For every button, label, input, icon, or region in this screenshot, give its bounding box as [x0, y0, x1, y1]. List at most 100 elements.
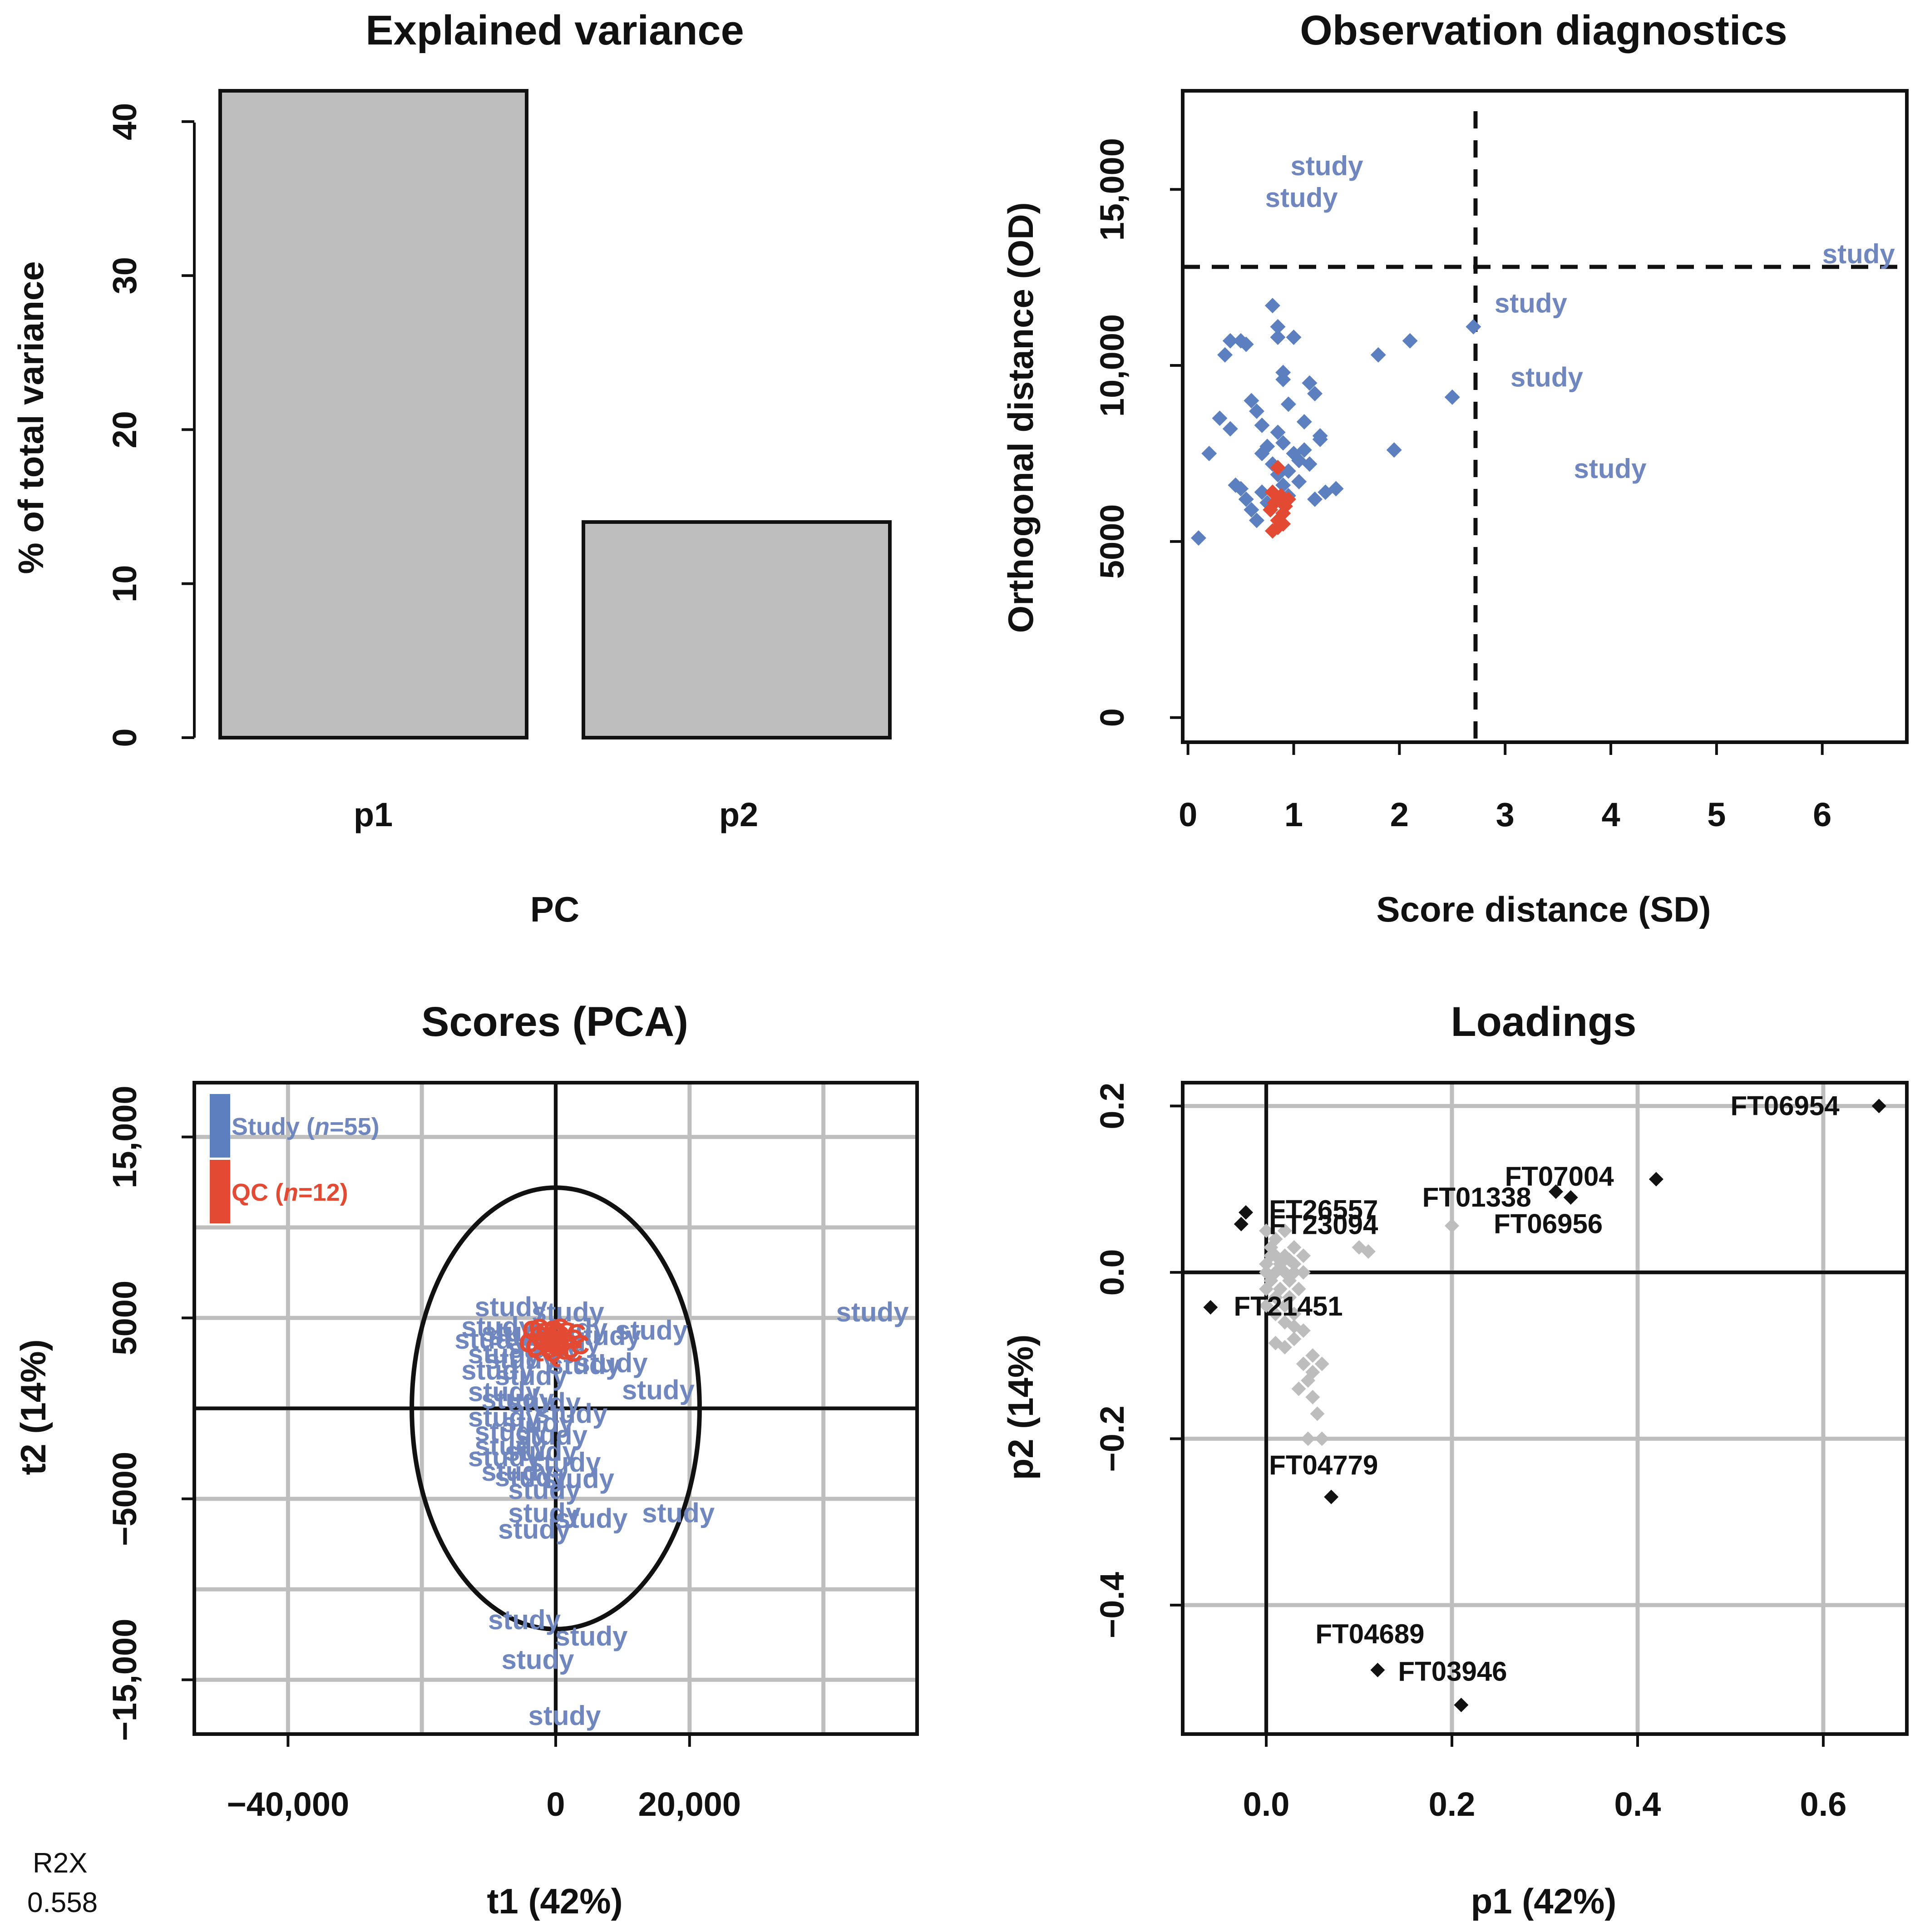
explained-bars [218, 89, 892, 739]
loadings-grey-point [1305, 1348, 1320, 1363]
panel-observation-diagnostics: Observation diagnostics 0 1 2 3 4 5 6 0 5000 10,0… [1001, 7, 1909, 929]
scores-study-label: study [508, 1333, 581, 1364]
diagnostics-xtick-label: 3 [1496, 796, 1515, 833]
scores-study-label: study [505, 1436, 578, 1467]
diagnostics-study-point [1370, 347, 1386, 363]
scores-ytick-label: −5000 [106, 1452, 143, 1546]
legend-qc-label: QC (n=12) [232, 1179, 348, 1206]
loadings-point-label: FT03946 [1398, 1656, 1507, 1687]
explained-ytick-label: 30 [106, 257, 143, 294]
loadings-point-label: FT06954 [1730, 1090, 1840, 1121]
scores-ytick-label: −15,000 [106, 1619, 143, 1741]
diagnostics-qc-point [1275, 516, 1291, 532]
explained-y-label: % of total variance [11, 261, 51, 574]
loadings-grey-point [1314, 1356, 1329, 1371]
scores-qc-label: QC [532, 1326, 573, 1356]
scores-study-label: study [548, 1350, 622, 1380]
panel-explained-variance: Explained variance 0 10 20 30 40 p1 p2 PC % … [11, 7, 892, 929]
diagnostics-qc-point [1270, 459, 1286, 475]
loadings-plot: 0.0 0.2 0.4 0.6 −0.4 −0.2 0.0 0.2 FT06954 FT07004… [1093, 1083, 1907, 1823]
loadings-grey-point [1268, 1306, 1283, 1321]
loadings-point-label: FT23094 [1269, 1209, 1378, 1240]
loadings-grey-point [1287, 1306, 1302, 1321]
panel-loadings: Loadings 0.0 0.2 0.4 0.6 −0.4 −0.2 0.0 0.2 FT069… [1001, 999, 1909, 1921]
diagnostics-study-point [1238, 336, 1254, 352]
diagnostics-xtick-label: 6 [1813, 796, 1831, 833]
loadings-grey-point [1259, 1265, 1274, 1280]
diagnostics-study-point [1217, 347, 1233, 363]
diagnostics-study-point [1212, 410, 1228, 426]
scores-study-label: study [481, 1317, 554, 1347]
legend-study-label: Study (n=55) [232, 1113, 380, 1140]
panel-scores-pca: Scores (PCA) −40,000 0 20,000 −15,000 −5000 5… [13, 999, 919, 1921]
explained-xtick-p1: p1 [354, 796, 393, 833]
legend-qc-swatch [210, 1160, 230, 1223]
diagnostics-xtick-label: 4 [1601, 796, 1620, 833]
scores-study-label: study [454, 1324, 528, 1355]
scores-study-label: study [532, 1297, 605, 1327]
loadings-grey-point [1291, 1281, 1306, 1296]
diagnostics-study-point [1270, 319, 1286, 335]
loadings-black-point [1370, 1662, 1385, 1677]
loadings-grey-point [1287, 1265, 1302, 1280]
diagnostics-outlier-label: study [1510, 362, 1584, 393]
scores-study-label: study [488, 1605, 561, 1635]
diagnostics-study-point [1444, 389, 1460, 405]
loadings-ytick-label: 0.2 [1093, 1083, 1131, 1129]
explained-bar-p2 [582, 520, 892, 739]
legend-study-swatch [210, 1094, 230, 1158]
diagnostics-study-point [1296, 442, 1312, 458]
diagnostics-xtick-label: 5 [1707, 796, 1726, 833]
scores-x-label: t1 (42%) [487, 1881, 622, 1921]
diagnostics-study-point [1244, 502, 1259, 518]
scores-xtick-label: 0 [546, 1785, 565, 1823]
diagnostics-study-point [1286, 329, 1302, 345]
scores-qc-label: QC [542, 1324, 583, 1355]
loadings-black-point [1239, 1205, 1254, 1220]
loadings-grey-point [1268, 1336, 1283, 1350]
r2x-label: R2X [33, 1848, 88, 1879]
scores-study-label: study [468, 1442, 541, 1472]
loadings-grey-point [1296, 1248, 1311, 1263]
diagnostics-study-point [1233, 481, 1249, 497]
scores-study-label: study [515, 1420, 588, 1450]
scores-study-label: study [622, 1375, 695, 1405]
loadings-grey-point [1361, 1244, 1376, 1259]
loadings-black-point [1549, 1184, 1564, 1199]
diagnostics-study-point [1302, 375, 1318, 391]
loadings-grey-point [1301, 1373, 1316, 1388]
scores-study-label: study [461, 1355, 534, 1385]
loadings-point-label: FT07004 [1505, 1161, 1614, 1192]
scores-study-label: study [615, 1315, 688, 1346]
scores-plot: −40,000 0 20,000 −15,000 −5000 5000 15,000 stud… [106, 1083, 917, 1823]
scores-study-label: study [468, 1377, 541, 1407]
explained-title: Explained variance [365, 7, 744, 54]
diagnostics-study-point [1402, 333, 1418, 349]
loadings-black-point [1203, 1300, 1218, 1315]
loadings-point-label: FT26557 [1269, 1194, 1378, 1225]
loadings-x-label: p1 (42%) [1471, 1881, 1617, 1921]
scores-qc-label: QC [549, 1330, 590, 1360]
loadings-black-point [1871, 1099, 1886, 1114]
diagnostics-study-point [1466, 319, 1481, 335]
diagnostics-xtick-label: 2 [1390, 796, 1409, 833]
loadings-black-point [1454, 1697, 1469, 1712]
diagnostics-ytick-label: 0 [1093, 708, 1131, 727]
scores-study-label: study [481, 1384, 554, 1414]
scores-study-label: study [475, 1431, 548, 1461]
scores-qc-label: QC [522, 1315, 563, 1346]
diagnostics-study-point [1307, 386, 1323, 402]
scores-study-label: study [555, 1621, 628, 1651]
diagnostics-title: Observation diagnostics [1300, 7, 1787, 54]
explained-ytick-label: 0 [106, 728, 143, 747]
explained-ytick-label: 10 [106, 565, 143, 602]
loadings-black-point [1563, 1190, 1578, 1205]
diagnostics-study-point [1270, 329, 1286, 345]
loadings-grey-point [1282, 1290, 1297, 1305]
explained-ytick-label: 40 [106, 103, 143, 140]
diagnostics-qc-point [1263, 502, 1278, 518]
loadings-grey-point [1296, 1265, 1311, 1280]
diagnostics-study-point [1254, 417, 1270, 433]
